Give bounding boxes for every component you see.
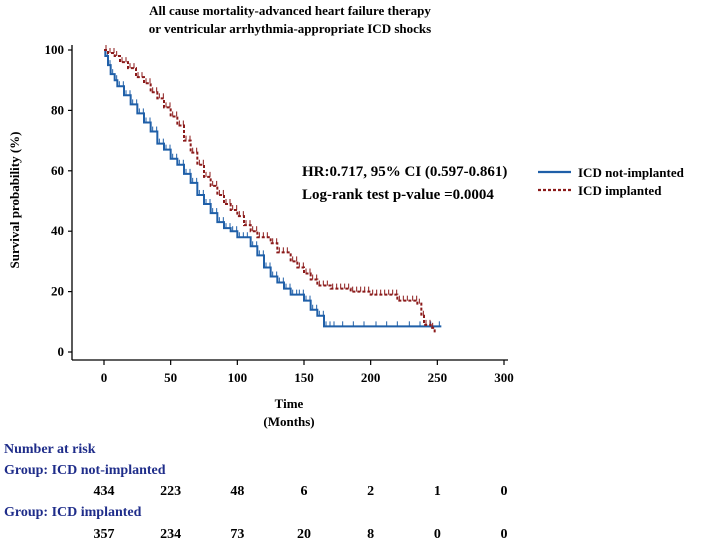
risk-count-cell: 73 (230, 527, 245, 542)
risk-count-cell: 0 (433, 527, 441, 542)
x-tick-label: 100 (228, 370, 248, 385)
x-tick-label: 300 (494, 370, 514, 385)
risk-count-cell: 48 (230, 484, 245, 499)
y-tick-label: 0 (58, 344, 65, 359)
hazard-ratio-annotation: HR:0.717, 95% CI (0.597-0.861) (302, 164, 507, 180)
risk-count-cell: 2 (367, 484, 375, 499)
risk-count-cell: 234 (160, 527, 182, 542)
x-tick-label: 250 (428, 370, 448, 385)
y-axis-label: Survival probability (%) (7, 131, 22, 268)
risk-count-cell: 1 (433, 484, 441, 499)
y-ticks: 0 20 40 60 80 100 (45, 42, 72, 359)
x-axis-unit: (Months) (263, 414, 314, 429)
legend-label-icd-not-implanted: ICD not-implanted (578, 165, 685, 180)
x-tick-label: 200 (361, 370, 381, 385)
x-tick-label: 50 (164, 370, 177, 385)
x-tick-label: 0 (101, 370, 108, 385)
x-ticks: 0 50 100 150 200 250 300 (101, 360, 514, 385)
y-tick-label: 40 (51, 223, 64, 238)
x-axis-label: Time (275, 396, 304, 411)
y-tick-label: 20 (51, 284, 64, 299)
axes (71, 45, 508, 361)
risk-count-cell: 0 (500, 527, 508, 542)
x-tick-label: 150 (294, 370, 314, 385)
risk-count-cell: 0 (500, 484, 508, 499)
survival-curves (104, 45, 442, 334)
risk-table-heading: Number at risk (4, 442, 96, 457)
legend-label-icd-implanted: ICD implanted (578, 183, 662, 198)
survival-chart: All cause mortality-advanced heart failu… (7, 3, 685, 429)
risk-count-cell: 223 (160, 484, 182, 499)
curve-icd-implanted (104, 49, 436, 334)
risk-count-cell: 20 (297, 527, 311, 542)
chart-title: All cause mortality-advanced heart failu… (149, 3, 431, 18)
y-tick-label: 100 (45, 42, 65, 57)
y-tick-label: 80 (51, 102, 64, 117)
risk-group-label-icd-not-implanted: Group: ICD not-implanted (4, 463, 166, 478)
legend: ICD not-implanted ICD implanted (538, 165, 685, 198)
risk-count-cell: 6 (300, 484, 308, 499)
risk-count-cell: 434 (93, 484, 115, 499)
risk-row-icd-not-implanted: 434 223 48 6 2 1 0 (0, 484, 701, 502)
risk-row-icd-implanted: 357 234 73 20 8 0 0 (0, 527, 701, 545)
risk-group-label-icd-implanted: Group: ICD implanted (4, 505, 142, 520)
logrank-annotation: Log-rank test p-value =0.0004 (302, 187, 494, 203)
risk-count-cell: 357 (93, 527, 115, 542)
y-tick-label: 60 (51, 163, 64, 178)
risk-count-cell: 8 (367, 527, 375, 542)
chart-subtitle: or ventricular arrhythmia-appropriate IC… (149, 21, 431, 36)
